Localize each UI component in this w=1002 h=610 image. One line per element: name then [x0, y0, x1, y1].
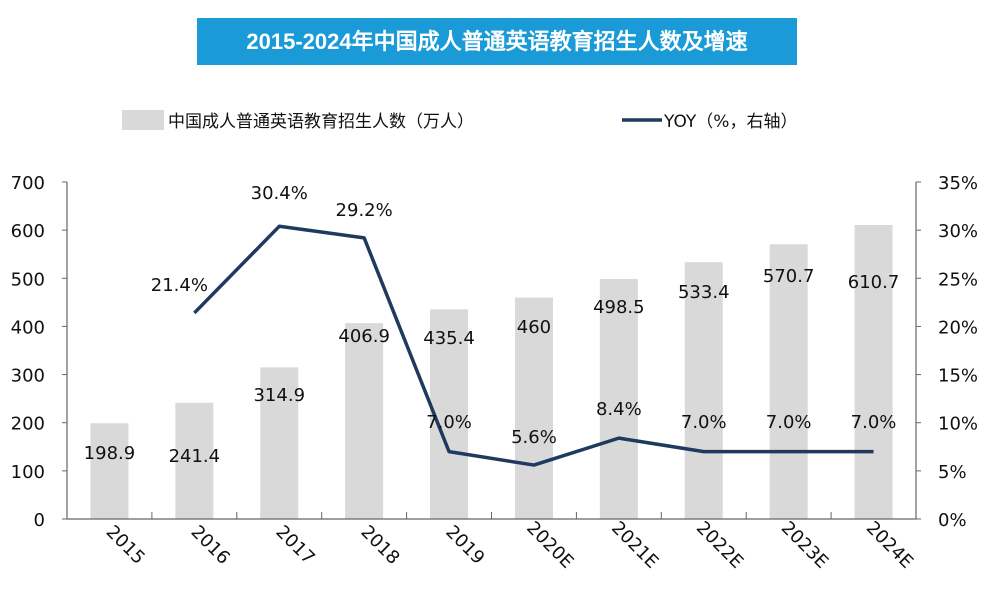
- x-tick-label: 2023E: [777, 517, 832, 572]
- y-tick-label-left: 300: [11, 366, 45, 387]
- line-data-label: 8.4%: [596, 399, 642, 420]
- legend-bar-swatch: [122, 110, 164, 130]
- x-tick-label: 2019: [441, 521, 488, 568]
- y-tick-label-right: 15%: [938, 366, 978, 387]
- bar: [260, 367, 299, 519]
- y-tick-label-right: 35%: [938, 173, 978, 194]
- y-tick-label-left: 500: [11, 269, 45, 290]
- y-tick-label-right: 20%: [938, 317, 978, 338]
- y-tick-label-left: 600: [11, 221, 45, 242]
- bar-data-label: 570.7: [763, 266, 815, 287]
- x-tick-label: 2015: [102, 521, 149, 568]
- y-tick-label-left: 0: [34, 510, 45, 531]
- x-tick-label: 2016: [187, 521, 234, 568]
- y-tick-label-right: 5%: [938, 462, 967, 483]
- bar-data-label: 533.4: [678, 282, 730, 303]
- bar: [769, 244, 808, 519]
- bar-data-label: 435.4: [423, 328, 475, 349]
- bar: [599, 279, 638, 519]
- bar-data-label: 610.7: [848, 272, 900, 293]
- x-tick-label: 2020E: [522, 517, 577, 572]
- line-data-label: 7.0%: [766, 412, 812, 433]
- bar: [90, 423, 129, 519]
- line-data-label: 30.4%: [251, 183, 308, 204]
- line-data-label: 7.0%: [851, 412, 897, 433]
- bar: [175, 402, 214, 519]
- y-tick-label-right: 25%: [938, 269, 978, 290]
- y-tick-label-right: 30%: [938, 221, 978, 242]
- legend-line-label: YOY（%，右轴）: [663, 112, 797, 132]
- y-tick-label-left: 200: [11, 414, 45, 435]
- bar-data-label: 498.5: [593, 297, 645, 318]
- bar-data-label: 314.9: [253, 385, 305, 406]
- line-data-label: 21.4%: [151, 275, 208, 296]
- bar-data-label: 198.9: [84, 443, 136, 464]
- x-tick-label: 2017: [272, 521, 319, 568]
- x-tick-label: 2018: [356, 521, 403, 568]
- bar: [514, 297, 553, 519]
- yoy-line: [193, 224, 874, 467]
- bar: [684, 262, 723, 519]
- y-tick-label-left: 400: [11, 317, 45, 338]
- bar-data-label: 241.4: [169, 446, 221, 467]
- legend-bar-label: 中国成人普通英语教育招生人数（万人）: [168, 112, 474, 132]
- bar: [854, 224, 893, 519]
- bar-data-label: 406.9: [338, 326, 390, 347]
- y-tick-label-left: 700: [11, 173, 45, 194]
- line-data-label: 5.6%: [511, 427, 557, 448]
- line-data-label: 7.0%: [426, 412, 472, 433]
- chart-title: 2015-2024年中国成人普通英语教育招生人数及增速: [197, 18, 797, 65]
- y-tick-label-right: 10%: [938, 414, 978, 435]
- y-tick-label-left: 100: [11, 462, 45, 483]
- y-tick-label-right: 0%: [938, 510, 967, 531]
- bar: [345, 323, 384, 519]
- line-data-label: 29.2%: [336, 200, 393, 221]
- line-data-label: 7.0%: [681, 412, 727, 433]
- x-tick-label: 2021E: [607, 517, 662, 572]
- x-tick-label: 2022E: [692, 517, 747, 572]
- bar-data-label: 460: [517, 317, 551, 338]
- x-tick-label: 2024E: [862, 517, 917, 572]
- bar: [430, 309, 469, 519]
